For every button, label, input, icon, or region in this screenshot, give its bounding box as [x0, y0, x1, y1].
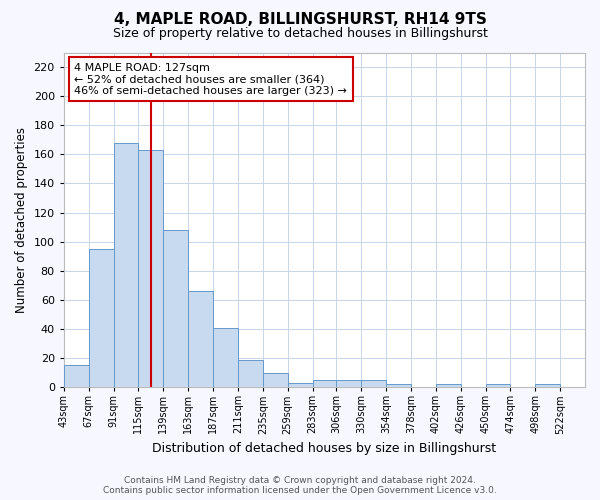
- Bar: [485, 384, 511, 387]
- Bar: [287, 383, 313, 387]
- Text: 4, MAPLE ROAD, BILLINGSHURST, RH14 9TS: 4, MAPLE ROAD, BILLINGSHURST, RH14 9TS: [113, 12, 487, 28]
- Text: Size of property relative to detached houses in Billingshurst: Size of property relative to detached ho…: [113, 28, 487, 40]
- Bar: [386, 384, 411, 387]
- Bar: [313, 380, 337, 387]
- Bar: [436, 384, 461, 387]
- Bar: [163, 230, 188, 387]
- Bar: [213, 328, 238, 387]
- Bar: [361, 380, 386, 387]
- Bar: [188, 291, 213, 387]
- Bar: [238, 360, 263, 387]
- Text: 4 MAPLE ROAD: 127sqm
← 52% of detached houses are smaller (364)
46% of semi-deta: 4 MAPLE ROAD: 127sqm ← 52% of detached h…: [74, 62, 347, 96]
- Bar: [337, 380, 361, 387]
- X-axis label: Distribution of detached houses by size in Billingshurst: Distribution of detached houses by size …: [152, 442, 496, 455]
- Bar: [113, 142, 139, 387]
- Y-axis label: Number of detached properties: Number of detached properties: [15, 127, 28, 313]
- Bar: [64, 366, 89, 387]
- Bar: [89, 249, 113, 387]
- Text: Contains HM Land Registry data © Crown copyright and database right 2024.
Contai: Contains HM Land Registry data © Crown c…: [103, 476, 497, 495]
- Bar: [139, 150, 163, 387]
- Bar: [263, 372, 287, 387]
- Bar: [535, 384, 560, 387]
